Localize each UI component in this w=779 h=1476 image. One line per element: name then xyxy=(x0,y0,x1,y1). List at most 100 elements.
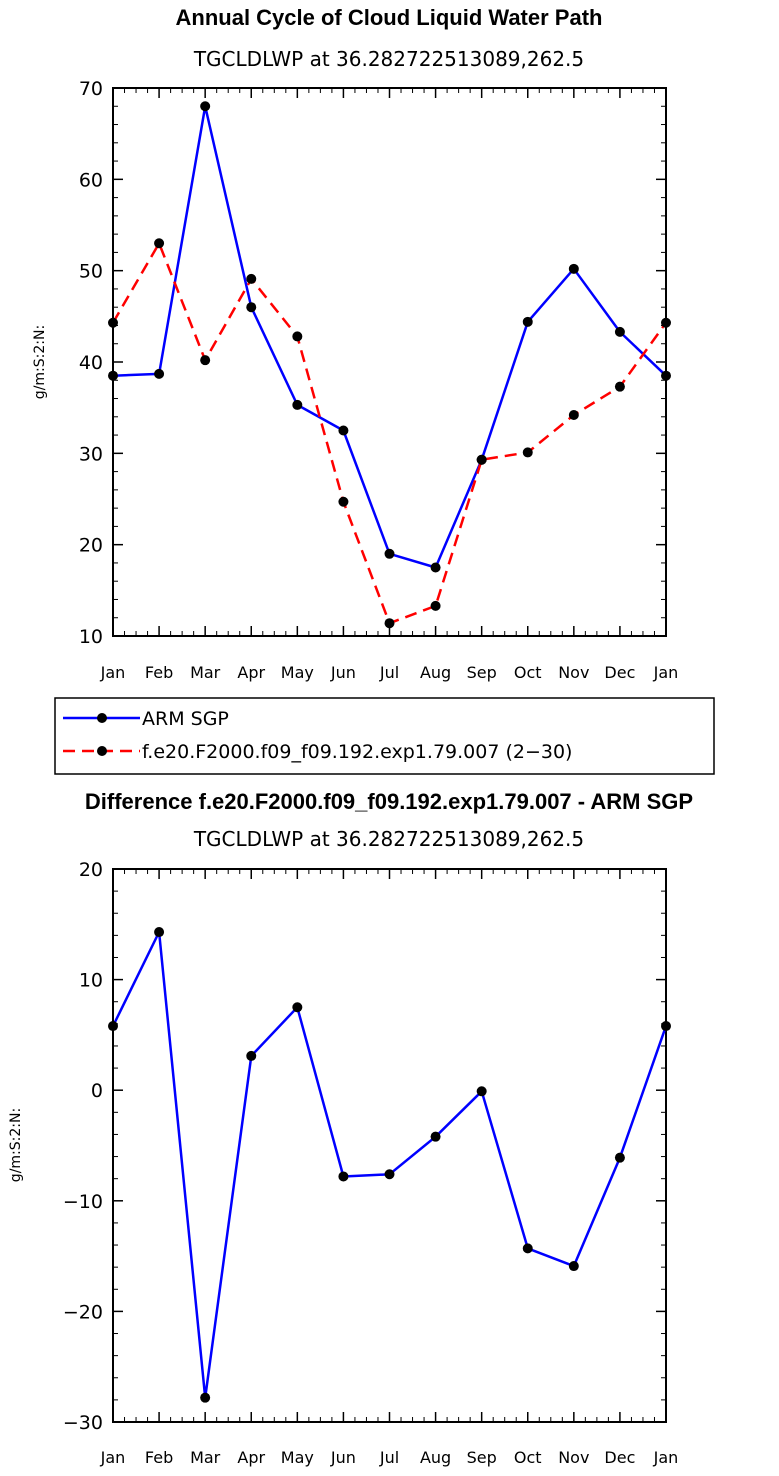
top-data-point xyxy=(108,317,118,328)
top-xtick-label: Jan xyxy=(100,663,126,682)
bottom-data-point xyxy=(338,1171,349,1182)
top-ylabel: g/m:S:2:N: xyxy=(32,325,48,399)
top-series xyxy=(108,101,671,629)
top-chart-subtitle: TGCLDLWP at 36.282722513089,262.5 xyxy=(193,47,584,71)
bottom-data-point xyxy=(476,1086,487,1097)
bottom-xtick-label: Jan xyxy=(100,1448,126,1467)
bottom-chart-subtitle: TGCLDLWP at 36.282722513089,262.5 xyxy=(193,827,584,851)
bottom-xtick-label: Dec xyxy=(604,1448,635,1467)
top-data-point xyxy=(614,326,625,337)
top-data-point xyxy=(292,399,303,410)
bottom-xtick-label: Mar xyxy=(190,1448,221,1467)
legend-box xyxy=(54,697,715,775)
bottom-data-point xyxy=(108,1021,118,1032)
top-chart: Annual Cycle of Cloud Liquid Water Path … xyxy=(32,5,678,682)
bottom-xtick-label: Oct xyxy=(514,1448,542,1467)
top-data-point xyxy=(430,600,441,611)
top-data-point xyxy=(568,409,579,420)
bottom-data-point xyxy=(430,1131,441,1142)
top-ytick-label: 20 xyxy=(79,535,103,557)
bottom-series-line-primary xyxy=(111,930,668,1399)
top-data-point xyxy=(522,447,533,458)
top-xtick-label: Aug xyxy=(420,663,451,682)
bottom-ytick-label: 10 xyxy=(79,970,103,992)
top-ytick-label: 30 xyxy=(79,443,103,465)
top-data-point xyxy=(246,273,257,284)
top-series-line-secondary xyxy=(111,242,668,625)
bottom-series xyxy=(108,927,671,1403)
bottom-xtick-label: Nov xyxy=(558,1448,589,1467)
top-data-point xyxy=(476,454,487,465)
top-xtick-label: May xyxy=(281,663,314,682)
top-data-point xyxy=(154,238,165,249)
top-data-point xyxy=(200,101,211,112)
bottom-ylabel: g/m:S:2:N: xyxy=(8,1108,24,1182)
bottom-data-point xyxy=(200,1392,211,1403)
top-xtick-labels: Jan Feb Mar Apr May Jun Jul Aug Sep Oct Nov Dec Jan xyxy=(100,663,679,682)
top-xtick-label: Jan xyxy=(653,663,679,682)
bottom-ticks xyxy=(112,868,667,1423)
bottom-xtick-labels: Jan Feb Mar Apr May Jun Jul Aug Sep Oct Nov Dec Jan xyxy=(100,1448,679,1467)
bottom-xtick-label: Sep xyxy=(467,1448,497,1467)
bottom-ytick-label: −30 xyxy=(63,1412,103,1434)
top-data-point xyxy=(661,370,671,381)
top-data-point xyxy=(661,317,671,328)
top-xtick-label: Mar xyxy=(190,663,221,682)
top-ticks xyxy=(112,87,667,637)
top-xtick-label: Feb xyxy=(145,663,173,682)
top-data-point xyxy=(614,381,625,392)
legend-item-arm: ARM SGP xyxy=(63,708,229,730)
top-ytick-label: 10 xyxy=(79,626,103,648)
top-ytick-label: 60 xyxy=(79,169,103,191)
bottom-ytick-label: −10 xyxy=(63,1191,103,1213)
bottom-xtick-label: Apr xyxy=(237,1448,265,1467)
bottom-xtick-label: May xyxy=(281,1448,314,1467)
top-xtick-label: Jun xyxy=(330,663,356,682)
bottom-xtick-label: Feb xyxy=(145,1448,173,1467)
top-data-point xyxy=(384,618,395,629)
bottom-xtick-label: Jun xyxy=(330,1448,356,1467)
top-data-point xyxy=(108,370,118,381)
legend-model-label: f.e20.F2000.f09_f09.192.exp1.79.007 (2−3… xyxy=(142,741,572,763)
legend: ARM SGP f.e20.F2000.f09_f09.192.exp1.79.… xyxy=(54,697,715,775)
bottom-data-point xyxy=(568,1261,579,1272)
bottom-xtick-label: Jan xyxy=(653,1448,679,1467)
top-data-point xyxy=(154,368,165,379)
top-data-point xyxy=(246,302,257,313)
top-data-point xyxy=(522,316,533,327)
top-xtick-label: Jul xyxy=(379,663,399,682)
bottom-plot-frame xyxy=(112,868,667,1423)
bottom-data-point xyxy=(522,1243,533,1254)
top-data-point xyxy=(338,425,349,436)
top-ytick-label: 50 xyxy=(79,261,103,283)
legend-arm-marker xyxy=(97,713,107,723)
bottom-data-point xyxy=(246,1050,257,1061)
top-data-point xyxy=(292,331,303,342)
top-xtick-label: Sep xyxy=(467,663,497,682)
bottom-xtick-label: Jul xyxy=(379,1448,399,1467)
top-data-point xyxy=(568,263,579,274)
bottom-ytick-label: −20 xyxy=(63,1301,103,1323)
legend-item-model: f.e20.F2000.f09_f09.192.exp1.79.007 (2−3… xyxy=(63,741,572,763)
bottom-data-point xyxy=(614,1152,625,1163)
top-ytick-label: 70 xyxy=(79,78,103,100)
bottom-data-point xyxy=(661,1021,671,1032)
bottom-chart: Difference f.e20.F2000.f09_f09.192.exp1.… xyxy=(8,789,693,1467)
top-data-point xyxy=(338,496,349,507)
bottom-ytick-label: 20 xyxy=(79,859,103,881)
top-xtick-label: Apr xyxy=(237,663,265,682)
bottom-ytick-label: 0 xyxy=(91,1080,103,1102)
bottom-data-point xyxy=(384,1169,395,1180)
bottom-chart-title: Difference f.e20.F2000.f09_f09.192.exp1.… xyxy=(85,789,693,814)
top-data-point xyxy=(200,355,211,366)
legend-model-marker xyxy=(97,746,107,756)
legend-arm-label: ARM SGP xyxy=(142,708,229,730)
top-xtick-label: Nov xyxy=(558,663,589,682)
top-data-point xyxy=(384,548,395,559)
top-ytick-labels: 10 20 30 40 50 60 70 xyxy=(79,78,103,648)
top-xtick-label: Dec xyxy=(604,663,635,682)
bottom-data-point xyxy=(154,927,165,938)
top-data-point xyxy=(430,562,441,573)
top-chart-title: Annual Cycle of Cloud Liquid Water Path xyxy=(176,5,603,30)
